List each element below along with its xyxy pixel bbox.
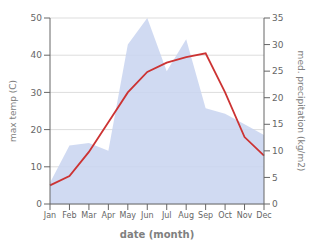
svg-text:Apr: Apr [101,211,116,220]
svg-text:35: 35 [272,13,283,23]
svg-text:40: 40 [31,50,43,60]
svg-text:Jul: Jul [161,211,172,220]
svg-text:med. precipitation (kg/m2): med. precipitation (kg/m2) [296,51,306,172]
svg-text:Jun: Jun [140,211,154,220]
svg-text:20: 20 [272,93,284,103]
svg-text:10: 10 [31,162,43,172]
svg-text:50: 50 [31,13,43,23]
svg-text:date (month): date (month) [120,229,194,240]
svg-text:max temp (C): max temp (C) [8,80,18,142]
svg-text:0: 0 [272,199,278,209]
svg-text:Aug: Aug [178,211,194,220]
svg-text:Nov: Nov [237,211,253,220]
svg-text:Oct: Oct [218,211,232,220]
svg-text:Jan: Jan [43,211,56,220]
svg-text:Sep: Sep [198,211,213,220]
svg-text:30: 30 [31,88,43,98]
svg-text:Mar: Mar [81,211,97,220]
svg-text:30: 30 [272,40,284,50]
svg-text:May: May [120,211,137,220]
svg-text:Dec: Dec [256,211,271,220]
svg-text:Feb: Feb [62,211,76,220]
svg-text:20: 20 [31,125,43,135]
svg-text:15: 15 [272,119,283,129]
svg-text:25: 25 [272,66,283,76]
svg-text:0: 0 [36,199,42,209]
svg-text:10: 10 [272,146,284,156]
svg-text:5: 5 [272,173,278,183]
